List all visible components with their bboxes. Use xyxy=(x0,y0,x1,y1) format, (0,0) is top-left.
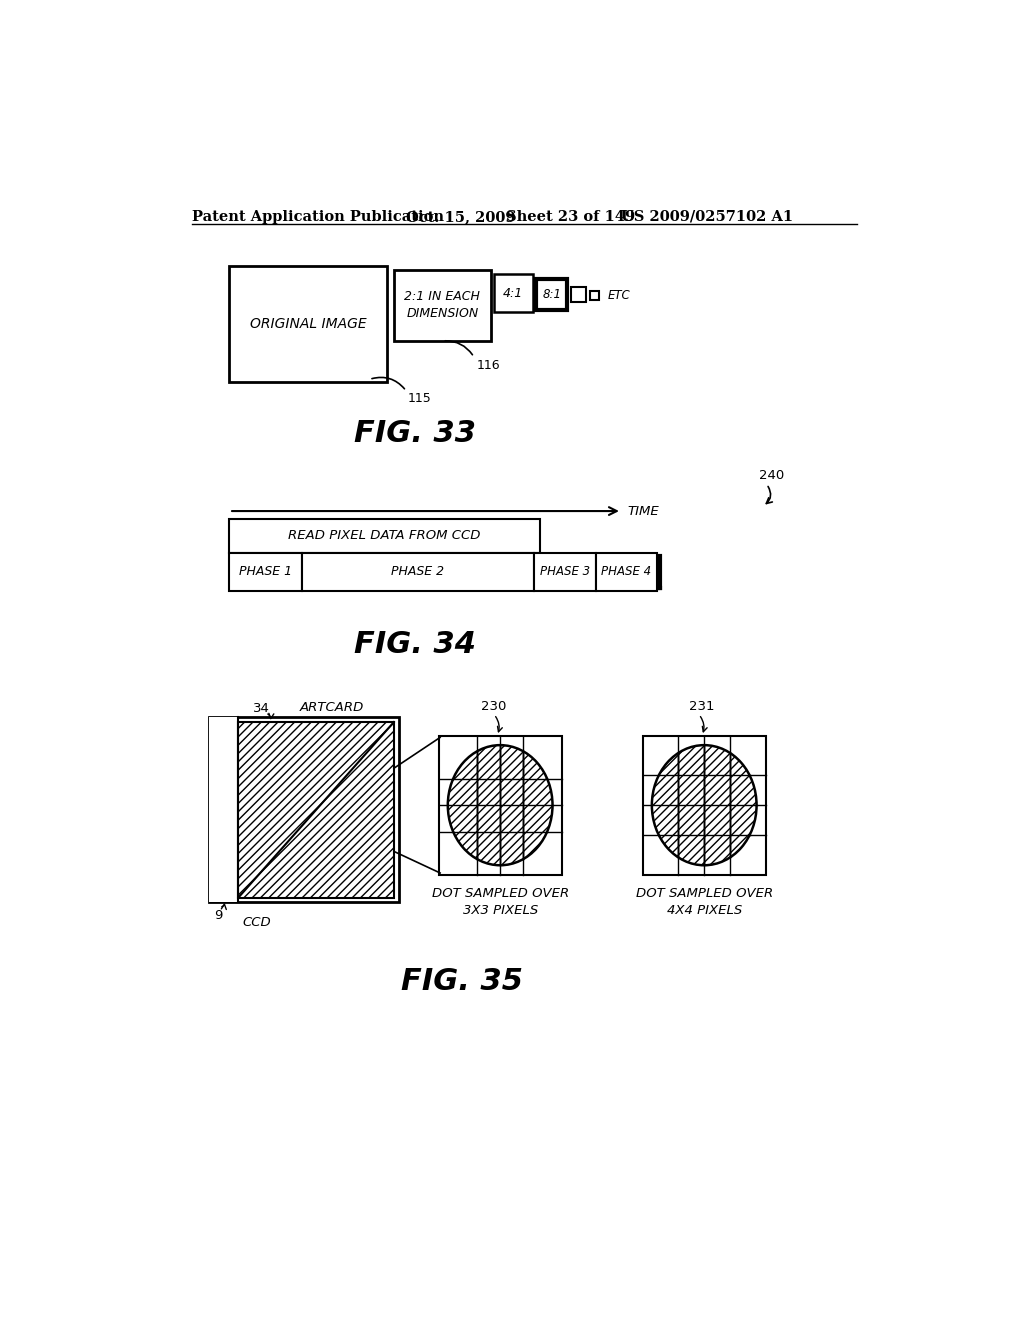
Text: 230: 230 xyxy=(481,700,506,713)
Bar xyxy=(537,280,567,310)
Text: Sheet 23 of 149: Sheet 23 of 149 xyxy=(506,210,636,224)
Bar xyxy=(494,275,532,313)
Bar xyxy=(571,286,587,302)
Text: DOT SAMPLED OVER
3X3 PIXELS: DOT SAMPLED OVER 3X3 PIXELS xyxy=(431,887,568,917)
Text: FIG. 34: FIG. 34 xyxy=(354,630,476,659)
Text: 116: 116 xyxy=(476,359,500,372)
Bar xyxy=(643,737,766,875)
Bar xyxy=(590,290,599,300)
Bar xyxy=(239,722,394,898)
Text: ORIGINAL IMAGE: ORIGINAL IMAGE xyxy=(250,317,367,331)
Text: 4:1: 4:1 xyxy=(503,286,523,300)
Text: Patent Application Publication: Patent Application Publication xyxy=(193,210,444,224)
Text: US 2009/0257102 A1: US 2009/0257102 A1 xyxy=(621,210,794,224)
Text: 115: 115 xyxy=(408,392,431,405)
Text: FIG. 35: FIG. 35 xyxy=(400,966,522,995)
Bar xyxy=(229,553,301,591)
Text: PHASE 4: PHASE 4 xyxy=(601,565,651,578)
Text: CCD: CCD xyxy=(243,916,271,929)
Text: FIG. 33: FIG. 33 xyxy=(354,418,476,447)
Text: ARTCARD: ARTCARD xyxy=(300,701,365,714)
Text: READ PIXEL DATA FROM CCD: READ PIXEL DATA FROM CCD xyxy=(289,529,481,543)
Text: ETC: ETC xyxy=(607,289,630,302)
Text: 34: 34 xyxy=(253,702,270,715)
Bar xyxy=(438,737,562,875)
Bar xyxy=(301,553,535,591)
Text: 2:1 IN EACH
DIMENSION: 2:1 IN EACH DIMENSION xyxy=(404,290,480,321)
Bar xyxy=(209,718,239,903)
Text: PHASE 2: PHASE 2 xyxy=(391,565,444,578)
Text: 9: 9 xyxy=(214,909,222,923)
Text: 8:1: 8:1 xyxy=(543,288,561,301)
Text: 231: 231 xyxy=(689,700,715,713)
Ellipse shape xyxy=(447,744,553,866)
Text: DOT SAMPLED OVER
4X4 PIXELS: DOT SAMPLED OVER 4X4 PIXELS xyxy=(636,887,773,917)
Bar xyxy=(535,553,596,591)
Text: 240: 240 xyxy=(759,469,784,482)
Text: PHASE 3: PHASE 3 xyxy=(540,565,590,578)
Text: PHASE 1: PHASE 1 xyxy=(239,565,292,578)
Text: TIME: TIME xyxy=(628,504,659,517)
Text: Oct. 15, 2009: Oct. 15, 2009 xyxy=(407,210,516,224)
Bar xyxy=(394,271,490,341)
Bar xyxy=(596,553,657,591)
Bar xyxy=(229,519,541,553)
Bar xyxy=(209,718,398,903)
Ellipse shape xyxy=(652,744,757,866)
Bar xyxy=(229,267,387,381)
